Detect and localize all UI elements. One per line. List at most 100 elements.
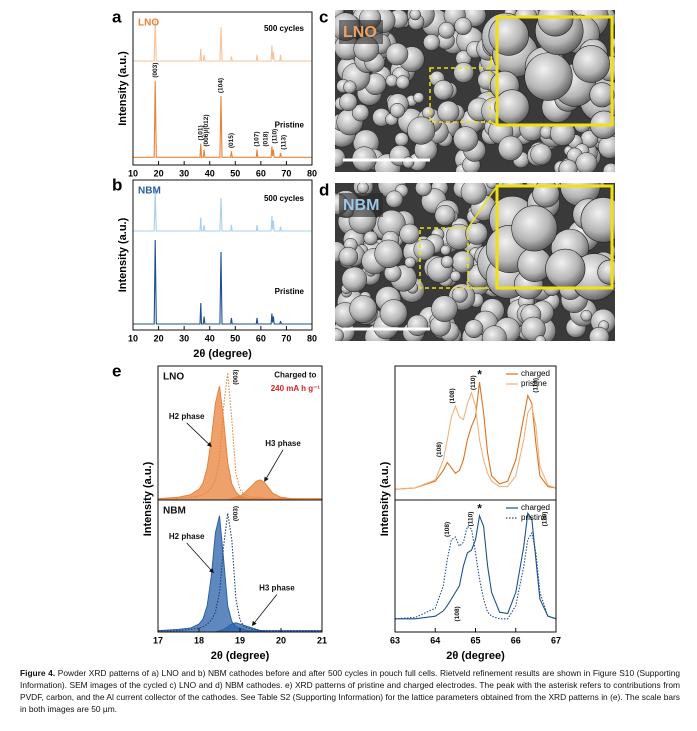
x-tick-label: 17 (153, 635, 163, 645)
particle (407, 116, 436, 145)
y-axis-label: Intensity (a.u.) (117, 51, 129, 126)
particle (413, 238, 435, 261)
xrd-line (158, 513, 322, 632)
annotation: (108) (444, 522, 451, 537)
panel-label: b (112, 175, 122, 194)
particle (409, 10, 421, 21)
xrd-line (133, 19, 312, 62)
particle (431, 295, 458, 322)
sample-label: NBM (138, 186, 161, 197)
xrd-line (394, 525, 557, 620)
particle (349, 295, 378, 324)
particle (451, 286, 468, 303)
plot-frame (132, 11, 313, 166)
particle (394, 132, 409, 147)
inset-frame (495, 15, 614, 127)
particle (335, 148, 346, 168)
annotation: (110) (533, 378, 540, 393)
particle (602, 162, 615, 172)
particle (440, 244, 451, 256)
annotation-arrow (186, 542, 214, 574)
particle (534, 335, 547, 341)
particle (385, 190, 404, 208)
inset-particle (488, 15, 529, 56)
particle (339, 92, 358, 112)
annotation: (003) (233, 370, 240, 385)
x-tick-label: 70 (281, 333, 291, 343)
annotation: (110) (467, 512, 474, 527)
particle (453, 126, 479, 152)
panel-label: a (112, 7, 122, 26)
particle (453, 62, 475, 83)
annotation: (108) (449, 388, 456, 403)
plot-frame (157, 499, 323, 633)
particle (437, 100, 460, 123)
figure: LNO c NBM d 500 cycles Pristine 10 20 30 40 50 60 70… (112, 7, 615, 662)
x-tick-label: 20 (276, 635, 286, 645)
particle (402, 156, 415, 169)
xrd-line (395, 511, 557, 620)
inset-particle (572, 45, 610, 83)
particle (363, 230, 378, 246)
particle (434, 204, 456, 226)
legend-label: pristine (521, 513, 547, 522)
particle (385, 42, 409, 66)
particle (580, 309, 593, 322)
particle (415, 183, 432, 197)
particle (449, 270, 462, 282)
particle (530, 143, 553, 166)
sample-label: LNO (343, 24, 377, 41)
legend-label: pristine (521, 379, 547, 388)
x-tick-label: 30 (179, 168, 189, 178)
annotation: (108) (436, 442, 443, 457)
annotation: (108) (454, 606, 461, 621)
legend-label: charged (521, 369, 550, 378)
particle (482, 325, 507, 341)
caption-label: Figure 4. (20, 668, 56, 678)
zoom-region (429, 67, 491, 123)
annotation: * (477, 501, 482, 515)
particle (433, 79, 454, 101)
annotation: H3 phase (259, 584, 295, 593)
xrd-line (133, 239, 312, 325)
x-tick-label: 20 (154, 333, 164, 343)
x-tick-label: 63 (390, 635, 400, 645)
particle (598, 135, 615, 159)
x-tick-label: 60 (256, 333, 266, 343)
annotation: (003) (152, 63, 159, 78)
zoom-line (467, 185, 498, 229)
annotation: (101) (197, 125, 204, 140)
x-tick-label: 21 (317, 635, 327, 645)
particle (338, 246, 359, 267)
x-tick-label: 30 (179, 333, 189, 343)
x-tick-label: 67 (551, 635, 561, 645)
annotation: (018) (263, 131, 270, 146)
particle (399, 223, 420, 245)
x-tick-label: 80 (307, 333, 317, 343)
sample-label-bg (339, 193, 383, 217)
x-tick-label: 60 (256, 168, 266, 178)
sem-image (335, 10, 615, 172)
particle (374, 239, 403, 269)
inset-particle (524, 52, 573, 101)
particle (498, 135, 524, 161)
sample-label: LNO (163, 372, 184, 383)
xrd-line (158, 372, 322, 500)
annotation: (110) (470, 375, 477, 390)
annotation: Charged to (274, 370, 316, 379)
inset-particle (580, 197, 615, 243)
annotation: (107) (254, 131, 261, 146)
annotation: (104) (218, 78, 225, 93)
particle (341, 266, 368, 293)
annotation: H3 phase (265, 439, 301, 448)
zoom-region (419, 227, 469, 289)
particle (486, 183, 498, 189)
x-tick-label: 10 (128, 333, 138, 343)
particle (451, 250, 475, 274)
plot-frame (132, 179, 313, 331)
legend-label: charged (521, 503, 550, 512)
xrd-line (133, 80, 312, 158)
x-tick-label: 64 (430, 635, 440, 645)
particle (440, 255, 454, 269)
